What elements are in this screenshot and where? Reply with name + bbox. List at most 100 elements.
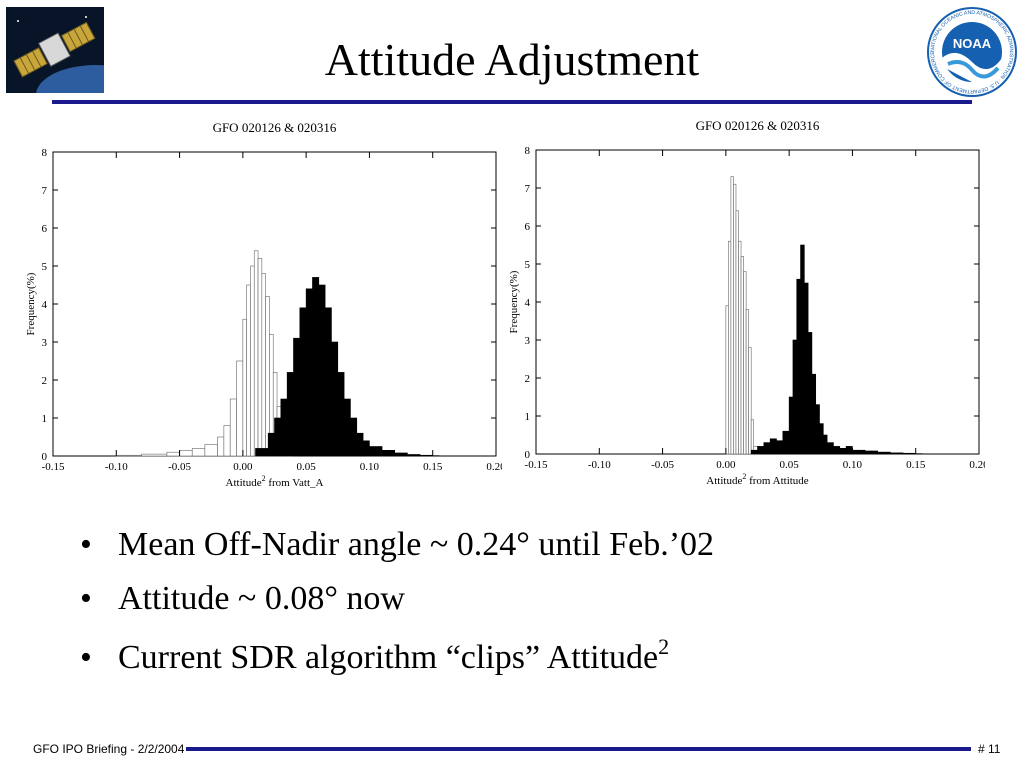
x-tick-label: 0.00 [233, 461, 253, 473]
plot-frame [535, 149, 980, 455]
histogram-bar-outline [141, 453, 168, 457]
x-tick-label: -0.15 [525, 459, 548, 471]
y-axis-label: Frequency(%) [508, 270, 520, 333]
x-tick-label: 0.15 [906, 459, 926, 471]
histogram-bar-filled [324, 307, 332, 457]
histogram-bar-filled [419, 454, 434, 457]
bullet-item: • Current SDR algorithm “clips” Attitude2 [80, 636, 714, 679]
slide-number: # 11 [978, 742, 1001, 756]
y-tick-label: 3 [525, 335, 531, 347]
histogram-bar-filled [369, 446, 383, 457]
histogram-bar-outline [735, 210, 739, 455]
x-axis-label: Attitude2 from Vatt_A [226, 474, 324, 489]
y-tick-label: 0 [42, 451, 48, 463]
x-tick-label: 0.05 [780, 459, 800, 471]
title-divider [52, 100, 972, 104]
x-tick-label: -0.15 [42, 461, 65, 473]
histogram-bar-outline [745, 309, 749, 455]
histogram-bar-outline [191, 448, 206, 457]
histogram-bar-filled [864, 450, 879, 455]
bullet-list: • Mean Off-Nadir angle ~ 0.24° until Feb.… [80, 520, 714, 679]
histogram-bar-outline [242, 318, 247, 457]
bullet-dot-icon: • [80, 639, 92, 676]
chart-title: GFO 020126 & 020316 [696, 118, 820, 133]
footer-title: GFO IPO Briefing - 2/2/2004 [33, 742, 185, 756]
chart-title: GFO 020126 & 020316 [213, 120, 337, 135]
histogram-bar-filled [255, 448, 269, 457]
histogram-bar-filled [331, 341, 339, 457]
histogram-bar-outline [265, 296, 270, 457]
histogram-bar-filled [757, 446, 765, 455]
noaa-logo-text: NOAA [953, 36, 992, 51]
histogram-bar-filled [839, 447, 847, 455]
y-tick-label: 7 [42, 185, 48, 197]
histogram-bar-filled [890, 452, 904, 455]
histogram-chart-right: GFO 020126 & 020316 0 1 2 3 4 5 6 7 8 -0.15 -0.10 -0… [508, 118, 985, 487]
histogram-bar-filled [819, 423, 824, 455]
x-tick-label: -0.05 [168, 461, 191, 473]
histogram-bar-outline [738, 240, 742, 455]
histogram-bar-filled [337, 372, 345, 457]
histogram-bar-filled [280, 398, 288, 457]
histogram-bar-outline [750, 419, 755, 455]
y-tick-label: 1 [42, 413, 48, 425]
histogram-bar-outline [743, 271, 747, 455]
histogram-bar-outline [115, 454, 142, 457]
histogram-bar-filled [267, 432, 275, 457]
histogram-bar-filled [845, 446, 853, 455]
histogram-bar-filled [356, 432, 364, 457]
histogram-bar-filled [776, 440, 784, 455]
histogram-bar-filled [750, 449, 758, 455]
histogram-bar-outline [733, 183, 737, 455]
histogram-bar-filled [852, 449, 866, 455]
slide-title: Attitude Adjustment [324, 34, 700, 85]
footer-divider [186, 747, 971, 751]
y-tick-label: 6 [525, 221, 531, 233]
y-tick-label: 0 [525, 449, 531, 461]
x-axis-label: Attitude2 from Attitude [706, 472, 809, 487]
y-tick-label: 5 [42, 261, 48, 273]
histogram-bar-outline [217, 436, 225, 457]
histogram-bar-filled [833, 446, 841, 455]
satellite-image [6, 7, 104, 93]
histogram-bar-filled [815, 404, 820, 455]
histogram-bar-filled [407, 454, 421, 457]
x-tick-label: 0.20 [486, 461, 502, 473]
histogram-bar-filled [274, 417, 282, 457]
histogram-bar-filled [343, 398, 351, 457]
histogram-bar-filled [305, 288, 313, 457]
bullet-dot-icon: • [80, 580, 92, 617]
histogram-bar-filled [792, 339, 798, 455]
histogram-bar-outline [236, 360, 244, 457]
histogram-bar-outline [740, 256, 744, 455]
histogram-bar-outline [223, 425, 231, 457]
bullet-item: • Mean Off-Nadir angle ~ 0.24° until Feb.… [80, 524, 714, 566]
histogram-bar-filled [312, 277, 320, 457]
y-tick-label: 1 [525, 411, 531, 423]
y-tick-label: 2 [525, 373, 531, 385]
bullet-dot-icon: • [80, 526, 92, 563]
x-tick-label: -0.05 [651, 459, 674, 471]
y-tick-label: 2 [42, 375, 48, 387]
histogram-bar-filled [796, 278, 801, 455]
histogram-bar-filled [350, 417, 358, 457]
histogram-bar-outline [229, 398, 237, 457]
histogram-bar-filled [299, 307, 307, 457]
histogram-bar-filled [788, 396, 794, 455]
histogram-bar-filled [800, 244, 805, 455]
y-tick-label: 8 [42, 147, 48, 159]
histogram-bar-filled [902, 452, 917, 455]
histogram-bar-filled [362, 440, 370, 457]
histogram-chart-left: GFO 020126 & 020316 0 1 2 3 4 5 6 7 8 -0.15 -0.10 -0… [25, 120, 502, 489]
noaa-logo: NOAA NATIONAL OCEANIC AND ATMOSPHERIC AD… [927, 7, 1017, 97]
histogram-bar-filled [823, 434, 828, 455]
y-tick-label: 4 [525, 297, 531, 309]
bullet-item: • Attitude ~ 0.08° now [80, 578, 714, 620]
x-tick-label: 0.10 [360, 461, 380, 473]
histogram-bar-filled [811, 373, 817, 455]
histogram-bar-outline [730, 176, 734, 455]
histogram-bar-filled [286, 372, 294, 457]
histogram-bar-filled [318, 284, 326, 457]
x-tick-label: 0.15 [423, 461, 443, 473]
histogram-bar-filled [804, 282, 809, 455]
